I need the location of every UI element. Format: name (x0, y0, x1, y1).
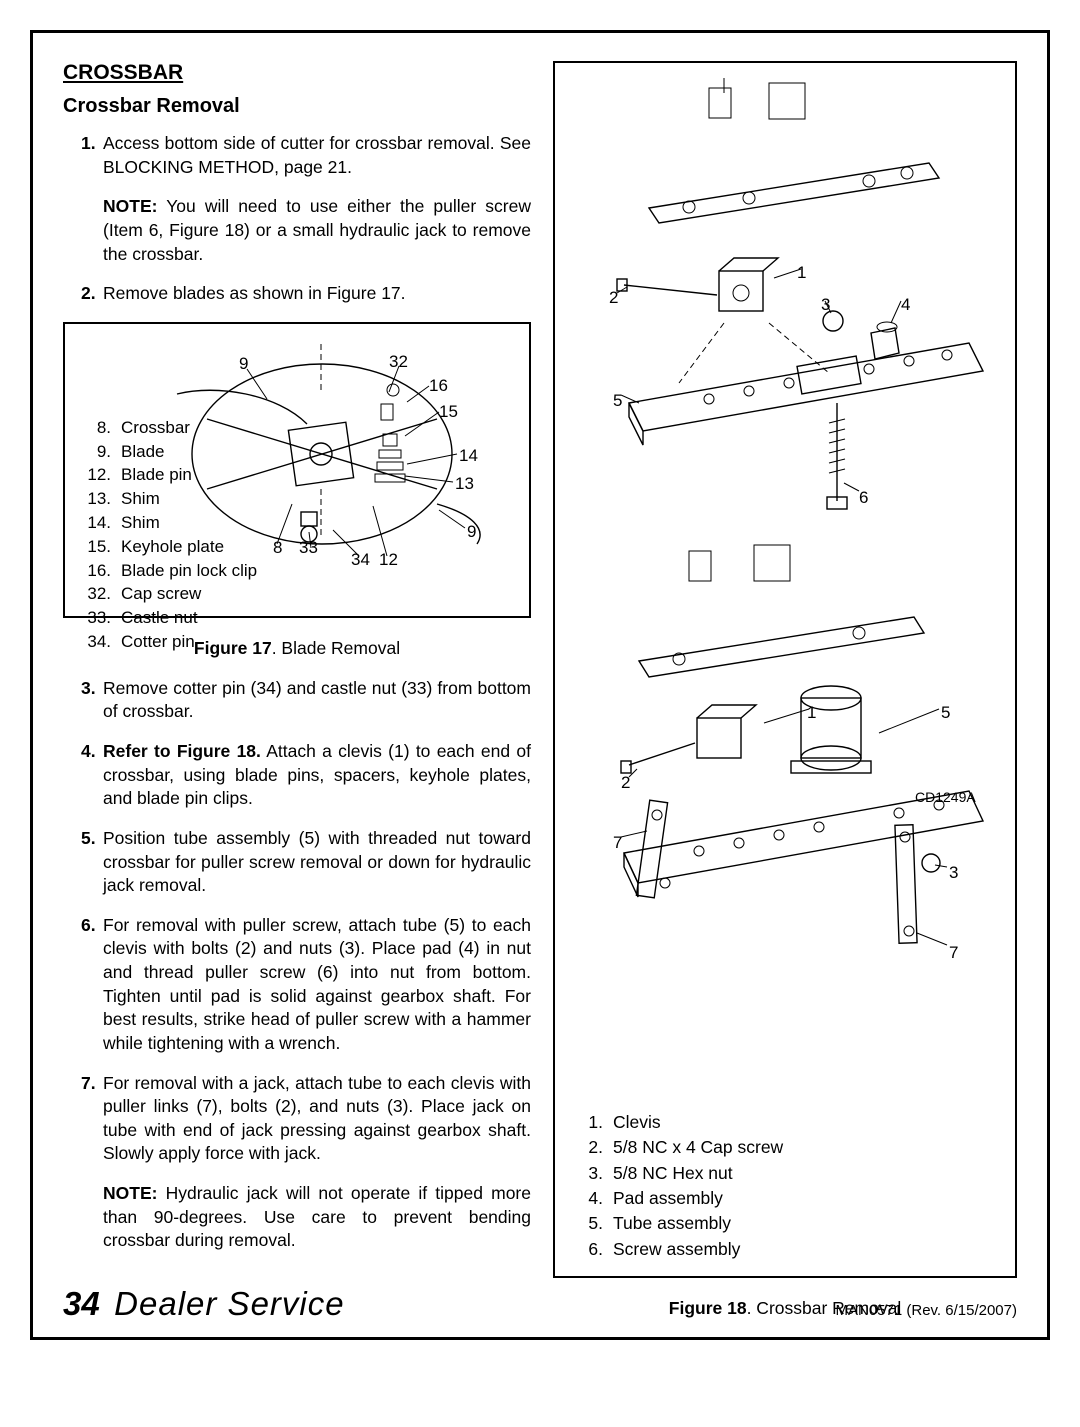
step-1: 1. Access bottom side of cutter for cros… (63, 132, 531, 179)
doc-id: MAN0571 (Rev. 6/15/2007) (836, 1302, 1018, 1319)
note-text: Hydraulic jack will not operate if tippe… (103, 1183, 531, 1250)
step-text: Position tube assembly (5) with threaded… (103, 827, 531, 898)
step-number: 5. (81, 827, 103, 898)
note-text: You will need to use either the puller s… (103, 196, 531, 263)
step-text: For removal with a jack, attach tube to … (103, 1072, 531, 1167)
note-1: NOTE: You will need to use either the pu… (63, 195, 531, 266)
figure-18-legend: 1.Clevis2.5/8 NC x 4 Cap screw3.5/8 NC H… (569, 1102, 1001, 1262)
step-7: 7. For removal with a jack, attach tube … (63, 1072, 531, 1167)
step-5: 5. Position tube assembly (5) with threa… (63, 827, 531, 898)
page-footer: 34 Dealer Service MAN0571 (Rev. 6/15/200… (63, 1285, 1017, 1323)
step-number: 7. (81, 1072, 103, 1167)
figure-17-legend: 8.Crossbar9.Blade12.Blade pin13.Shim14.S… (79, 416, 257, 654)
drawing-id-label: CD1249A (915, 789, 976, 805)
figure-17-box: 8.Crossbar9.Blade12.Blade pin13.Shim14.S… (63, 322, 531, 618)
note-label: NOTE: (103, 196, 157, 216)
step-number: 6. (81, 914, 103, 1056)
step-number: 1. (81, 132, 103, 179)
step-2: 2. Remove blades as shown in Figure 17. (63, 282, 531, 306)
step-6: 6. For removal with puller screw, attach… (63, 914, 531, 1056)
figure-18-diagram-top (569, 73, 999, 523)
fig-text: . Blade Removal (272, 638, 400, 658)
subsection-title: Crossbar Removal (63, 95, 531, 118)
note-2: NOTE: Hydraulic jack will not operate if… (63, 1182, 531, 1253)
step-text: Refer to Figure 18. Attach a clevis (1) … (103, 740, 531, 811)
figure-18-box: 123456 (553, 61, 1017, 1278)
step-text: Remove cotter pin (34) and castle nut (3… (103, 677, 531, 724)
left-column: CROSSBAR Crossbar Removal 1. Access bott… (63, 61, 531, 1337)
step-text: Remove blades as shown in Figure 17. (103, 282, 531, 306)
page-number: 34 (63, 1285, 100, 1322)
step-4: 4. Refer to Figure 18. Attach a clevis (… (63, 740, 531, 811)
step-text: Access bottom side of cutter for crossba… (103, 132, 531, 179)
step-number: 2. (81, 282, 103, 306)
section-title: CROSSBAR (63, 61, 531, 85)
page-frame: CROSSBAR Crossbar Removal 1. Access bott… (30, 30, 1050, 1340)
footer-section: Dealer Service (114, 1285, 344, 1322)
step-number: 3. (81, 677, 103, 724)
step-text: For removal with puller screw, attach tu… (103, 914, 531, 1056)
right-column: 123456 (553, 61, 1017, 1337)
note-label: NOTE: (103, 1183, 157, 1203)
step-number: 4. (81, 740, 103, 811)
step-3: 3. Remove cotter pin (34) and castle nut… (63, 677, 531, 724)
